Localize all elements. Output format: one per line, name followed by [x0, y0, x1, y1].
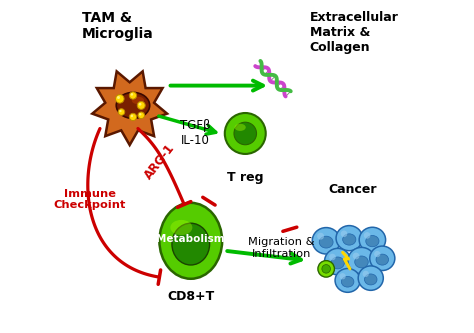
Circle shape — [119, 110, 122, 112]
Ellipse shape — [325, 248, 351, 275]
Text: TGFβ
IL-10: TGFβ IL-10 — [181, 120, 211, 148]
Ellipse shape — [170, 220, 192, 235]
Circle shape — [131, 115, 133, 117]
Ellipse shape — [359, 227, 386, 252]
Circle shape — [139, 103, 141, 106]
Ellipse shape — [116, 92, 150, 119]
Circle shape — [374, 251, 381, 257]
Text: Immune
Checkpoint: Immune Checkpoint — [54, 189, 126, 210]
Circle shape — [116, 95, 124, 103]
Circle shape — [129, 113, 137, 121]
Ellipse shape — [335, 268, 360, 292]
Ellipse shape — [365, 274, 377, 285]
Circle shape — [364, 232, 370, 239]
Text: ARG-1: ARG-1 — [142, 142, 177, 182]
Ellipse shape — [343, 234, 356, 245]
Circle shape — [317, 233, 324, 240]
Ellipse shape — [348, 247, 375, 274]
Ellipse shape — [234, 122, 256, 145]
Ellipse shape — [235, 124, 246, 131]
Ellipse shape — [355, 256, 368, 268]
Polygon shape — [92, 71, 167, 145]
Ellipse shape — [341, 276, 354, 287]
Ellipse shape — [370, 246, 395, 270]
Ellipse shape — [331, 257, 344, 269]
Ellipse shape — [312, 227, 340, 254]
Circle shape — [131, 93, 133, 96]
Ellipse shape — [376, 254, 389, 265]
Ellipse shape — [132, 97, 144, 104]
Text: CD8+T: CD8+T — [167, 290, 214, 303]
Circle shape — [117, 96, 120, 99]
Text: T reg: T reg — [227, 171, 264, 184]
Text: Migration &
Infiltration: Migration & Infiltration — [248, 237, 315, 259]
Ellipse shape — [336, 226, 363, 251]
Ellipse shape — [366, 235, 379, 247]
Circle shape — [118, 109, 125, 115]
Ellipse shape — [159, 203, 222, 279]
Ellipse shape — [172, 223, 210, 265]
Text: TAM &
Microglia: TAM & Microglia — [82, 11, 154, 42]
Circle shape — [318, 261, 335, 277]
Text: Cancer: Cancer — [328, 183, 377, 196]
Circle shape — [138, 112, 145, 119]
Ellipse shape — [319, 236, 333, 248]
Circle shape — [129, 92, 137, 99]
Circle shape — [353, 253, 359, 259]
Ellipse shape — [358, 266, 383, 290]
Text: Extracellular
Matrix &
Collagen: Extracellular Matrix & Collagen — [310, 11, 399, 54]
Text: Metabolism: Metabolism — [156, 234, 225, 244]
Circle shape — [339, 273, 346, 279]
Circle shape — [139, 113, 141, 116]
Circle shape — [322, 265, 330, 273]
Circle shape — [363, 271, 369, 277]
Ellipse shape — [225, 113, 266, 154]
Circle shape — [341, 230, 347, 237]
Circle shape — [329, 254, 336, 260]
Circle shape — [137, 102, 145, 109]
